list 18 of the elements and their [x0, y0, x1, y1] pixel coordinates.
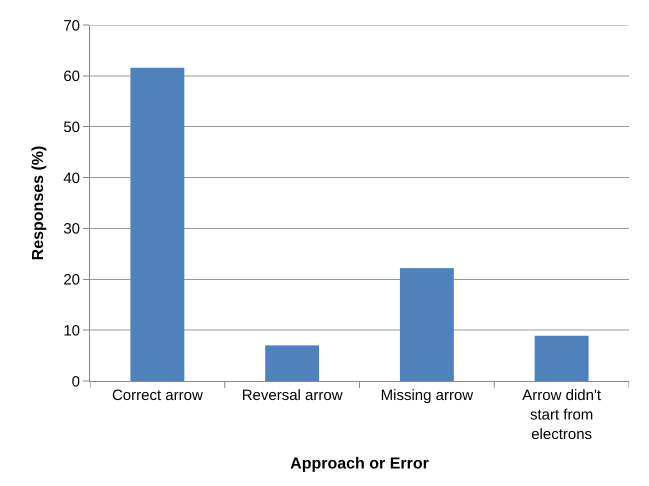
bar — [534, 336, 589, 381]
x-tick-label: Reversal arrow — [242, 387, 343, 404]
y-tick-label: 0 — [72, 373, 80, 390]
bar — [265, 345, 320, 381]
y-tick-label: 30 — [63, 220, 80, 238]
y-tick-label: 60 — [63, 68, 80, 86]
y-axis-title: Responses (%) — [30, 146, 48, 260]
x-axis-title: Approach or Error — [290, 456, 429, 473]
y-tick-label: 40 — [63, 170, 80, 187]
y-tick-label: 50 — [63, 118, 80, 136]
y-tick-label: 70 — [63, 17, 80, 34]
y-tick-label: 20 — [63, 272, 80, 289]
bar — [130, 68, 184, 381]
x-tick-label: Missing arrow — [380, 387, 474, 404]
y-tick-label: 10 — [63, 322, 80, 340]
x-tick-label: Correct arrow — [112, 387, 203, 404]
bar — [400, 268, 454, 381]
x-tick-label: Arrow didn't start from electrons — [522, 387, 602, 443]
